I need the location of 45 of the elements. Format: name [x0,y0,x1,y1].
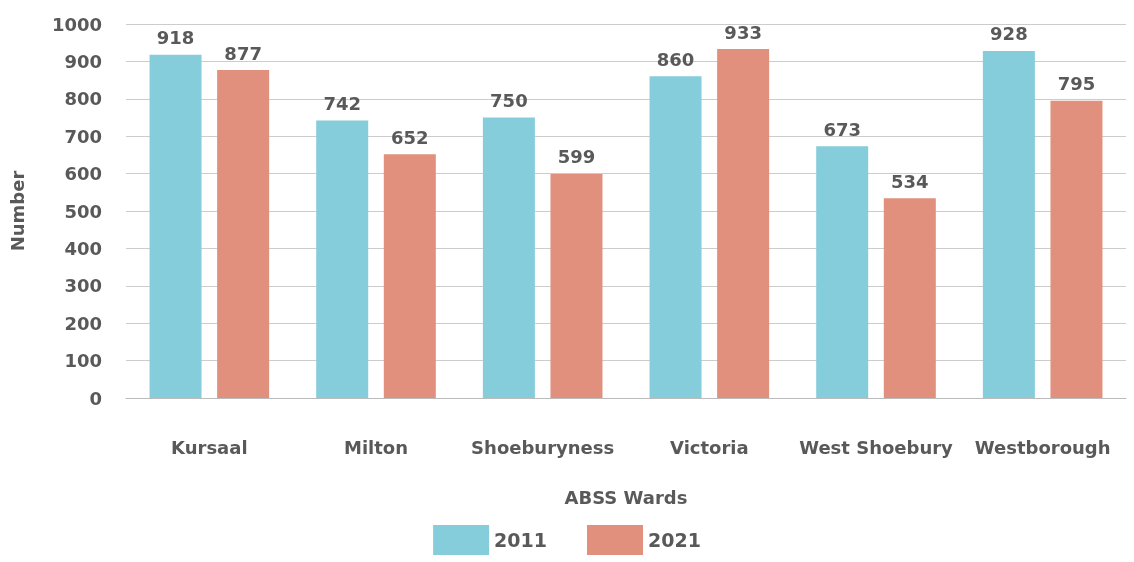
bar [482,117,535,398]
y-tick-label: 400 [64,237,102,259]
bar [316,120,369,398]
data-label: 534 [891,170,929,192]
y-tick-label: 700 [64,125,102,147]
data-label: 933 [724,21,762,43]
legend-label: 2021 [648,529,701,551]
bar [816,146,869,398]
bar [982,50,1035,398]
data-label: 860 [656,48,695,70]
bar [383,154,436,398]
y-axis-title: Number [6,170,28,252]
y-tick-label: 0 [89,387,102,409]
x-tick-label: Westborough [974,436,1111,458]
x-axis-title: ABSS Wards [564,486,688,508]
data-label: 795 [1057,73,1096,95]
y-tick-label: 1000 [51,13,102,35]
y-tick-label: 800 [64,88,102,110]
data-label: 742 [323,92,361,114]
data-label: 750 [490,90,528,111]
bar [717,49,770,398]
y-tick-label: 500 [64,200,102,222]
bar [1050,100,1103,398]
data-label: 673 [823,118,861,140]
x-tick-label: Shoeburyness [471,436,615,458]
legend-label: 2011 [494,529,548,551]
bar [883,198,936,398]
y-tick-label: 300 [64,275,102,297]
x-tick-label: West Shoebury [799,436,954,458]
x-tick-label: Victoria [670,436,749,458]
bar [649,76,702,398]
y-tick-label: 100 [64,350,102,372]
data-label: 652 [391,126,429,148]
data-label: 599 [557,146,596,168]
data-label: 928 [990,23,1028,45]
x-tick-label: Kursaal [171,436,248,458]
data-label: 877 [224,42,262,64]
bar [550,173,603,398]
y-tick-label: 900 [64,50,102,72]
bar [149,54,202,398]
bar [217,70,270,398]
data-label: 918 [156,27,195,49]
y-tick-label: 200 [64,312,102,334]
x-tick-label: Milton [343,436,409,458]
y-tick-label: 600 [64,163,102,185]
